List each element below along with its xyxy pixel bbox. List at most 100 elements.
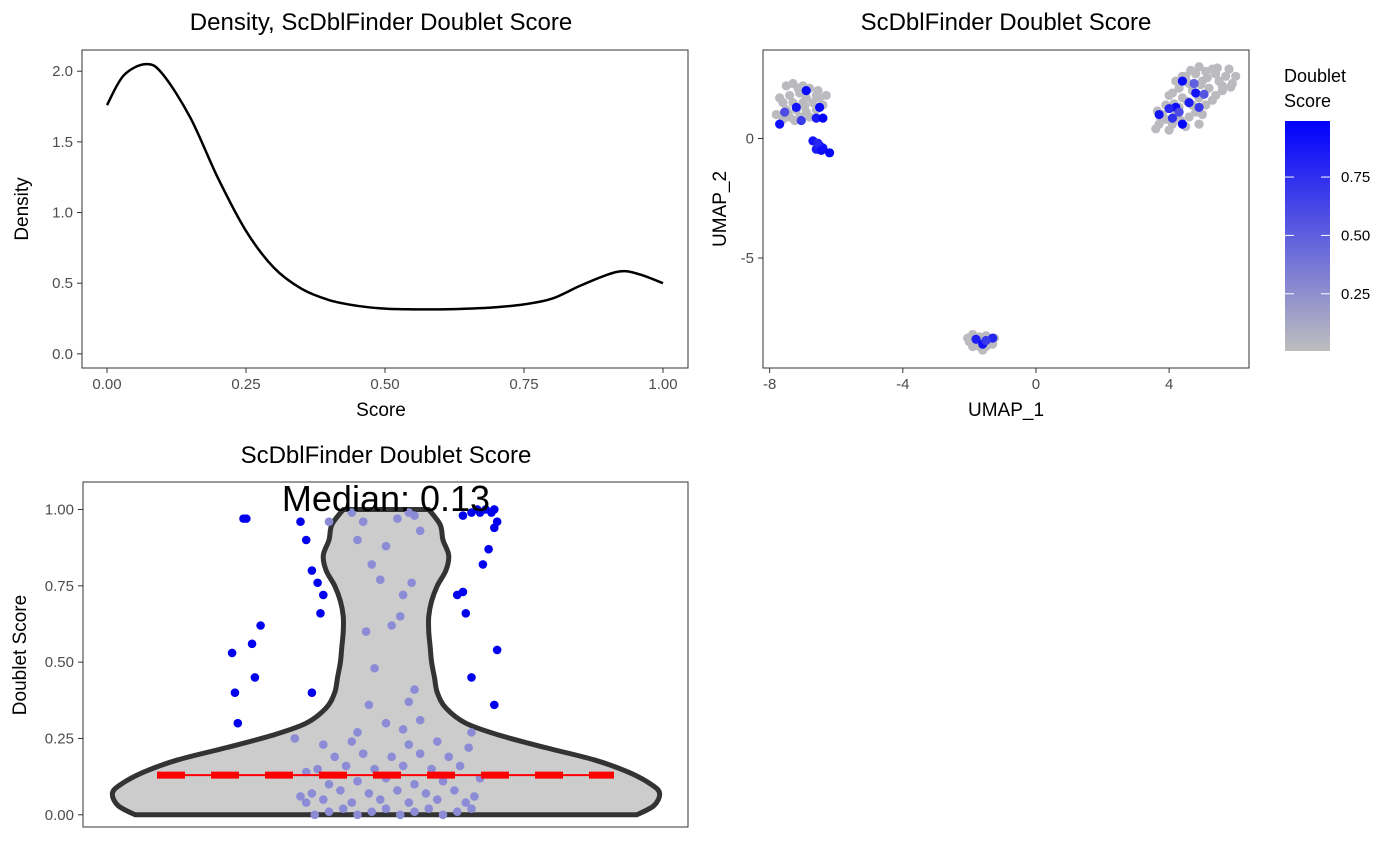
density-line — [105, 62, 664, 311]
violin-point — [347, 508, 357, 517]
violin-point — [370, 663, 379, 673]
umap-doublet-point — [1167, 113, 1178, 123]
umap-point — [1164, 125, 1174, 135]
umap-point — [1171, 76, 1181, 86]
violin-outlier-point — [458, 511, 468, 520]
violin-point — [296, 792, 305, 801]
density-ylabel: Density — [12, 177, 33, 241]
legend-tick-label: 0.75 — [1341, 169, 1370, 186]
violin-outlier-point — [250, 673, 260, 682]
umap-point — [821, 90, 831, 101]
violin-point — [387, 752, 397, 762]
umap-xtick-label: -8 — [763, 376, 776, 393]
violin-point — [313, 764, 322, 774]
violin-point — [324, 779, 334, 789]
umap-point — [1174, 83, 1184, 93]
density-plot-area — [81, 49, 689, 369]
umap-ytick-label: -5 — [741, 250, 754, 267]
violin-outlier-point — [478, 560, 488, 569]
violin-point — [427, 764, 436, 774]
density-xtick-label: 0.50 — [370, 376, 399, 393]
violin-point — [444, 752, 454, 762]
density-panel: Density, ScDblFinder Doublet Score 0.00 0… — [12, 9, 689, 421]
umap-doublet-point — [780, 107, 790, 117]
violin-ytick-label: 0.00 — [45, 807, 74, 824]
violin-point — [464, 743, 473, 752]
density-xtick-label: 0.75 — [509, 376, 538, 393]
violin-outlier-point — [319, 590, 328, 600]
violin-point — [407, 578, 416, 588]
umap-point — [1184, 112, 1194, 122]
umap-doublet-point — [824, 148, 835, 158]
violin-outlier-point — [230, 688, 240, 697]
violin-point — [467, 728, 476, 737]
violin-ytick-label: 0.75 — [45, 578, 74, 595]
umap-xtick-label: 0 — [1032, 376, 1040, 393]
violin-outlier-point — [296, 517, 305, 526]
umap-doublet-point — [1177, 76, 1188, 86]
violin-point — [438, 776, 448, 786]
density-ytick-label: 1.5 — [52, 134, 73, 151]
umap-doublet-point — [801, 86, 811, 96]
violin-point — [358, 517, 368, 526]
violin-point — [364, 789, 374, 798]
umap-point — [808, 98, 818, 108]
violin-outlier-point — [242, 514, 251, 523]
umap-doublet-point — [1164, 103, 1174, 114]
violin-point — [336, 786, 345, 795]
violin-point — [381, 541, 391, 551]
density-xtick-label: 1.00 — [648, 376, 677, 393]
umap-doublet-point — [818, 113, 828, 123]
violin-point — [319, 740, 328, 749]
violin-outlier-point — [458, 587, 468, 597]
violin-point — [347, 798, 357, 807]
violin-point — [415, 749, 425, 759]
umap-plot-area — [762, 49, 1250, 369]
violin-outlier-point — [490, 700, 499, 710]
density-ytick-label: 0.0 — [52, 346, 73, 363]
violin-ytick-label: 0.50 — [45, 654, 74, 671]
violin-point — [310, 810, 320, 820]
legend-tick-label: 0.50 — [1341, 227, 1370, 244]
violin-point — [410, 807, 419, 817]
density-xtick-label: 0.00 — [92, 376, 121, 393]
violin-point — [324, 807, 334, 817]
violin-point — [452, 807, 462, 817]
umap-point — [771, 109, 781, 120]
umap-point — [1212, 63, 1222, 73]
umap-doublet-point — [814, 102, 825, 112]
density-xtick-label: 0.25 — [231, 376, 260, 393]
violin-point — [433, 737, 442, 746]
umap-doublet-point — [981, 335, 991, 346]
umap-doublet-point — [1154, 109, 1164, 120]
umap-point — [1217, 81, 1227, 91]
legend-ticks: 0.25 0.50 0.75 — [1285, 169, 1370, 303]
density-ytick-label: 2.0 — [52, 63, 73, 80]
umap-title: ScDblFinder Doublet Score — [861, 9, 1152, 36]
violin-point — [395, 612, 405, 621]
violin-ytick-label: 0.25 — [45, 730, 74, 747]
violin-outlier-point — [227, 648, 237, 658]
violin-point — [410, 779, 419, 789]
violin-point — [470, 792, 479, 801]
umap-point — [1224, 64, 1234, 74]
umap-doublet-point — [796, 115, 806, 126]
density-ytick-label: 1.0 — [52, 205, 73, 222]
umap-point — [968, 341, 978, 352]
violin-point — [376, 795, 385, 804]
violin-points — [227, 505, 502, 820]
violin-outlier-point — [247, 639, 257, 649]
violin-point — [358, 749, 368, 759]
violin-shape — [109, 506, 663, 818]
violin-point — [367, 807, 377, 817]
umap-doublet-point — [1189, 78, 1199, 89]
median-label: Median: 0.13 — [282, 478, 490, 519]
violin-outlier-point — [467, 673, 476, 682]
violin-outlier-point — [307, 566, 317, 575]
violin-point — [398, 761, 408, 771]
violin-point — [353, 728, 362, 737]
umap-point — [1194, 119, 1204, 129]
umap-point — [785, 90, 795, 101]
umap-ytick-label: 0 — [746, 130, 754, 147]
umap-doublet-point — [1184, 98, 1194, 108]
